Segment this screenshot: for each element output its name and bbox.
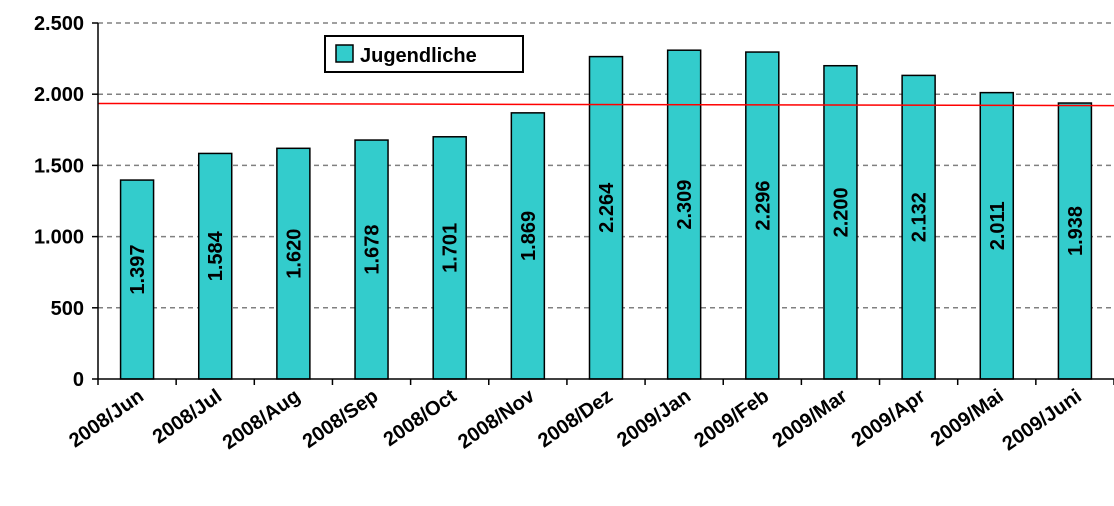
- bar-value-label: 1.584: [205, 230, 227, 281]
- bar: [823, 64, 858, 380]
- x-tick-label: 2008/Dez: [534, 385, 617, 452]
- bar: [510, 112, 546, 380]
- bar: [979, 91, 1015, 380]
- bar: [901, 74, 936, 380]
- axes: [92, 22, 1114, 385]
- y-tick-label: 1.000: [34, 227, 84, 249]
- y-tick-label: 1.500: [34, 155, 84, 177]
- x-tick-label: 2008/Nov: [454, 385, 539, 454]
- y-tick-label: 0: [73, 369, 84, 391]
- legend: Jugendliche: [324, 35, 524, 73]
- y-tick-label: 2.500: [34, 13, 84, 35]
- bar: [745, 51, 780, 380]
- x-tick-label: 2008/Jun: [65, 385, 148, 452]
- bar-value-label: 1.869: [518, 211, 540, 261]
- x-tick-label: 2009/Feb: [690, 385, 773, 452]
- x-tick-label: 2009/Mar: [769, 385, 852, 452]
- bar-value-label: 2.011: [987, 201, 1009, 250]
- y-tick-label: 500: [51, 298, 84, 320]
- bar: [354, 139, 389, 380]
- x-tick-label: 2008/Oct: [380, 385, 461, 451]
- bar-value-label: 2.309: [674, 180, 696, 230]
- y-tick-label: 2.000: [34, 84, 84, 106]
- x-tick-label: 2008/Jul: [149, 385, 226, 448]
- legend-swatch: [335, 44, 354, 63]
- bar-value-label: 2.296: [752, 180, 774, 230]
- x-tick-label: 2009/Apr: [848, 385, 930, 452]
- bar-value-label: 2.132: [909, 192, 931, 242]
- bar-value-label: 1.938: [1065, 206, 1087, 256]
- legend-label: Jugendliche: [360, 45, 477, 67]
- bar: [276, 147, 311, 380]
- bar-value-label: 1.678: [362, 224, 384, 274]
- bar: [197, 152, 233, 380]
- bar-value-label: 1.620: [283, 229, 305, 279]
- bars: [119, 49, 1093, 380]
- legend-box: [324, 35, 524, 73]
- bar-value-label: 2.200: [830, 187, 852, 237]
- x-tick-label: 2008/Sep: [299, 385, 383, 453]
- trend-line-group: [97, 102, 1114, 107]
- x-tick-label: 2009/Juni: [998, 385, 1085, 455]
- bar-value-label: 1.397: [127, 245, 149, 295]
- x-tick-label: 2009/Mai: [927, 385, 1008, 451]
- bar-value-label: 2.264: [596, 182, 618, 233]
- bar: [119, 179, 155, 380]
- x-tick-label: 2008/Aug: [219, 385, 304, 454]
- bar-value-label: 1.701: [440, 223, 462, 273]
- trend-line: [97, 102, 1114, 107]
- x-tick-label: 2009/Jan: [613, 385, 695, 451]
